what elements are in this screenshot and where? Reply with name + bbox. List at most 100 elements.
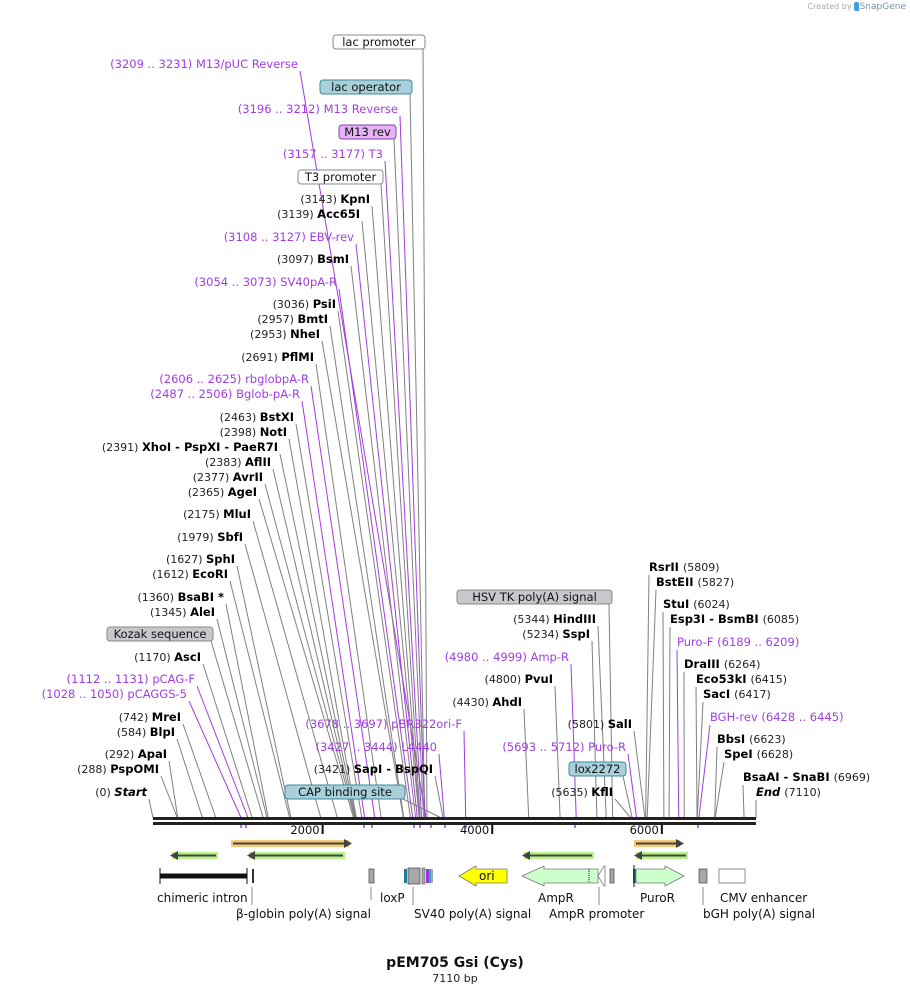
svg-text:HSV TK poly(A) signal: HSV TK poly(A) signal	[472, 590, 597, 604]
site-label-bsteii: BstEII (5827)	[656, 575, 734, 589]
site-label-pcaggs-5: (1028 .. 1050) pCAGGS-5	[42, 687, 187, 701]
svg-text:(4430) AhdI: (4430) AhdI	[452, 695, 522, 709]
bgh-polya-shape	[698, 868, 708, 884]
feature-label-chimeric-intron: chimeric intron	[157, 891, 248, 905]
site-label-pflmi: (2691) PflMI	[241, 350, 314, 364]
site-label-puro-f: Puro-F (6189 .. 6209)	[677, 635, 799, 649]
site-label-pbr322ori-f: (3678 .. 3697) pBR322ori-F	[305, 717, 462, 731]
site-label-avrii: (2377) AvrII	[193, 470, 263, 484]
ruler-tick-label: 2000	[290, 823, 319, 837]
svg-text:(2365) AgeI: (2365) AgeI	[188, 485, 257, 499]
feature-label-puror: PuroR	[640, 891, 675, 905]
svg-text:(1627) SphI: (1627) SphI	[166, 552, 235, 566]
sv40-polya-cluster	[404, 867, 433, 885]
svg-text:RsrII (5809): RsrII (5809)	[649, 560, 720, 574]
svg-text:(2377) AvrII: (2377) AvrII	[193, 470, 263, 484]
hsv-tk-polya-shape	[609, 868, 615, 884]
svg-text:(0) Start: (0) Start	[95, 785, 147, 799]
site-label-bsabi-: (1360) BsaBI *	[137, 590, 224, 604]
site-label-rbglobpa-r: (2606 .. 2625) rbglobpA-R	[159, 372, 309, 386]
svg-text:CAP binding site: CAP binding site	[298, 785, 392, 799]
site-label-rsrii: RsrII (5809)	[649, 560, 720, 574]
svg-text:Kozak sequence: Kozak sequence	[114, 627, 207, 641]
orf-arrow-orange-1	[231, 839, 352, 848]
feature-label-ampr: AmpR	[538, 891, 574, 905]
site-label-sali: (5801) SalI	[568, 717, 632, 731]
site-label-sphi: (1627) SphI	[166, 552, 235, 566]
svg-text:(2953) NheI: (2953) NheI	[250, 327, 320, 341]
site-labels: lac promoter (3209 .. 3231) M13/pUC Rever…	[42, 34, 870, 800]
svg-text:(288) PspOMI: (288) PspOMI	[77, 762, 159, 776]
site-label-stui: StuI (6024)	[663, 597, 730, 611]
site-label-esp3i-bsmbi: Esp3I - BsmBI (6085)	[670, 612, 799, 626]
svg-text:(2175) MluI: (2175) MluI	[183, 507, 251, 521]
svg-text:lox2272: lox2272	[575, 762, 621, 776]
site-label-ebv-rev: (3108 .. 3127) EBV-rev	[224, 230, 354, 244]
site-label-pcag-f: (1112 .. 1131) pCAG-F	[67, 672, 195, 686]
svg-text:(3678 .. 3697) pBR322ori-F: (3678 .. 3697) pBR322ori-F	[305, 717, 462, 731]
ori-arrow	[458, 865, 508, 887]
svg-text:(1360) BsaBI *: (1360) BsaBI *	[137, 590, 224, 604]
svg-text:SpeI (6628): SpeI (6628)	[724, 747, 793, 761]
svg-text:SacI (6417): SacI (6417)	[703, 687, 771, 701]
feature-label-ampr-promoter: AmpR promoter	[549, 907, 644, 921]
svg-text:Eco53kI (6415): Eco53kI (6415)	[696, 672, 787, 686]
svg-text:(5234) SspI: (5234) SspI	[522, 627, 590, 641]
svg-text:(3421) SapI - BspQI: (3421) SapI - BspQI	[314, 762, 433, 776]
svg-text:Esp3I - BsmBI (6085): Esp3I - BsmBI (6085)	[670, 612, 799, 626]
site-label-xhoi-pspxi-paer7i: (2391) XhoI - PspXI - PaeR7I	[102, 440, 278, 454]
svg-text:(742) MreI: (742) MreI	[119, 710, 181, 724]
svg-text:(2957) BmtI: (2957) BmtI	[257, 312, 328, 326]
site-label-kpni: (3143) KpnI	[300, 192, 370, 206]
feature-label-loxp: loxP	[380, 891, 405, 905]
site-label-start: (0) Start	[95, 785, 147, 799]
site-label-t3: (3157 .. 3177) T3	[283, 147, 383, 161]
snapgene-watermark: Created by SnapGene	[808, 2, 906, 12]
svg-text:(3054 .. 3073) SV40pA-R: (3054 .. 3073) SV40pA-R	[194, 275, 337, 289]
svg-text:(5693 .. 5712) Puro-R: (5693 .. 5712) Puro-R	[502, 740, 626, 754]
svg-text:(1170) AscI: (1170) AscI	[134, 650, 201, 664]
site-label-noti: (2398) NotI	[220, 425, 287, 439]
site-label-spei: SpeI (6628)	[724, 747, 793, 761]
svg-text:lac promoter: lac promoter	[342, 35, 416, 49]
feature-label-sv40-polya: SV40 poly(A) signal	[414, 907, 531, 921]
feature-label-ori: ori	[479, 869, 495, 883]
site-label-m13-puc-reverse: (3209 .. 3231) M13/pUC Reverse	[110, 57, 298, 71]
site-label-hindiii: (5344) HindIII	[513, 612, 596, 626]
site-label-bsmi: (3097) BsmI	[277, 252, 349, 266]
site-label-apai: (292) ApaI	[105, 747, 167, 761]
ruler: 2000 4000 6000	[240, 823, 699, 837]
svg-text:(1112 .. 1131) pCAG-F: (1112 .. 1131) pCAG-F	[67, 672, 195, 686]
site-label-agei: (2365) AgeI	[188, 485, 257, 499]
site-label-eco53ki: Eco53kI (6415)	[696, 672, 787, 686]
ruler-tick-label: 6000	[630, 823, 659, 837]
site-label-kozak-sequence: Kozak sequence	[106, 626, 214, 642]
site-label-mlui: (2175) MluI	[183, 507, 251, 521]
created-by-text: Created by	[807, 2, 852, 11]
site-label-bglob-pa-r: (2487 .. 2506) Bglob-pA-R	[150, 387, 300, 401]
svg-text:(3427 .. 3444) L4440: (3427 .. 3444) L4440	[316, 740, 437, 754]
svg-text:(3036) PsiI: (3036) PsiI	[273, 297, 336, 311]
orf-arrow-green-3	[522, 851, 594, 860]
feature-labels: chimeric intron β-globin poly(A) signal …	[157, 869, 815, 921]
svg-text:(2383) AflII: (2383) AflII	[205, 455, 271, 469]
svg-text:Puro-F (6189 .. 6209): Puro-F (6189 .. 6209)	[677, 635, 799, 649]
orf-arrow-orange-2	[634, 839, 684, 848]
orf-arrow-green-2	[247, 851, 345, 860]
site-label-kfli: (5635) KflI	[551, 785, 613, 799]
orf-arrows	[170, 839, 688, 860]
snapgene-logo-icon	[853, 2, 859, 11]
svg-text:(3157 .. 3177) T3: (3157 .. 3177) T3	[283, 147, 383, 161]
svg-text:BsaAI - SnaBI (6969): BsaAI - SnaBI (6969)	[743, 770, 870, 784]
svg-text:T3 promoter: T3 promoter	[304, 170, 377, 184]
svg-text:(2391) XhoI - PspXI - Pae: (2391) XhoI - PspXI - PaeR7I	[102, 440, 278, 454]
site-label-sbfi: (1979) SbfI	[177, 530, 243, 544]
feature-track	[159, 865, 746, 887]
site-label-pspomi: (288) PspOMI	[77, 762, 159, 776]
site-label-acc65i: (3139) Acc65I	[277, 207, 360, 221]
loxp-shape	[368, 868, 375, 884]
site-label-bstxi: (2463) BstXI	[220, 410, 294, 424]
svg-text:M13 rev: M13 rev	[344, 125, 391, 139]
site-label-sv40pa-r: (3054 .. 3073) SV40pA-R	[194, 275, 337, 289]
site-label-psii: (3036) PsiI	[273, 297, 336, 311]
